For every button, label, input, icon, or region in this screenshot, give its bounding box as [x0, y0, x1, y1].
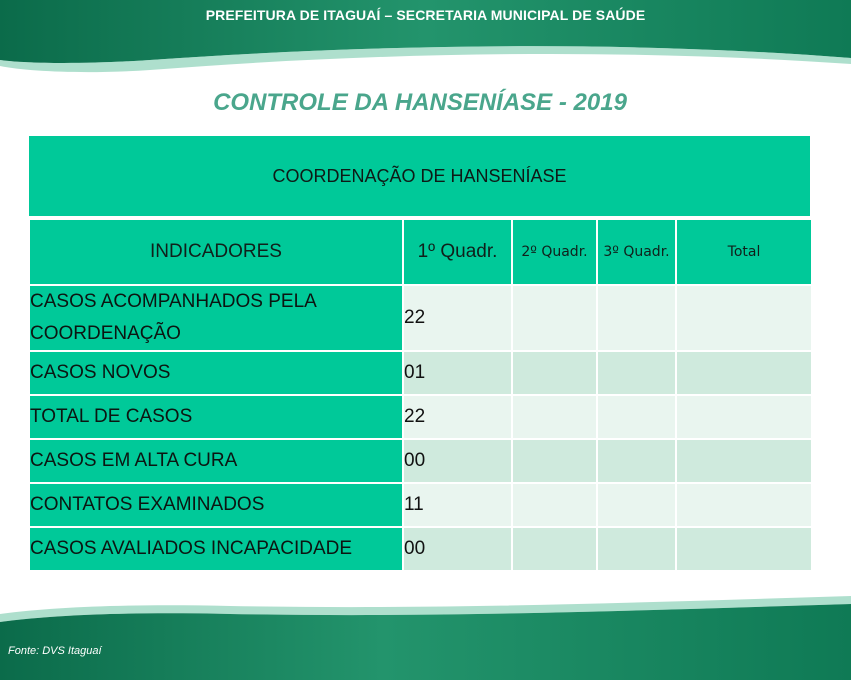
header-title: PREFEITURA DE ITAGUAÍ – SECRETARIA MUNIC…	[205, 7, 646, 23]
indicator-cell: CASOS EM ALTA CURA	[30, 440, 402, 482]
footer-band	[0, 596, 851, 680]
q2-value-cell	[513, 352, 596, 394]
q1-value-cell: 11	[404, 484, 511, 526]
column-header-indicators: INDICADORES	[30, 220, 402, 284]
q1-value-cell: 22	[404, 396, 511, 438]
q2-value-cell	[513, 440, 596, 482]
total-value-cell	[677, 396, 811, 438]
coordination-label: COORDENAÇÃO DE HANSENÍASE	[272, 165, 567, 186]
slide-title: CONTROLE DA HANSENÍASE - 2019	[213, 89, 627, 116]
q1-value-cell: 22	[404, 286, 511, 350]
q3-value-cell	[598, 396, 675, 438]
indicator-cell: CASOS NOVOS	[30, 352, 402, 394]
total-value-cell	[677, 440, 811, 482]
indicators-table: INDICADORES 1º Quadr. 2º Quadr. 3º Quadr…	[28, 218, 813, 572]
q3-value-cell	[598, 440, 675, 482]
indicator-cell: TOTAL DE CASOS	[30, 396, 402, 438]
column-header-q3: 3º Quadr.	[598, 220, 675, 284]
column-header-q1: 1º Quadr.	[404, 220, 511, 284]
q3-value-cell	[598, 528, 675, 570]
source-note: Fonte: DVS Itaguaí	[8, 645, 102, 657]
table-row: CASOS EM ALTA CURA 00	[30, 440, 811, 482]
indicator-cell: CASOS ACOMPANHADOS PELA COORDENAÇÃO	[30, 286, 402, 350]
q2-value-cell	[513, 528, 596, 570]
q3-value-cell	[598, 352, 675, 394]
total-value-cell	[677, 484, 811, 526]
q2-value-cell	[513, 286, 596, 350]
total-value-cell	[677, 528, 811, 570]
header-band	[0, 0, 851, 73]
total-value-cell	[677, 352, 811, 394]
indicator-cell: CONTATOS EXAMINADOS	[30, 484, 402, 526]
indicator-cell: CASOS AVALIADOS INCAPACIDADE	[30, 528, 402, 570]
table-row: TOTAL DE CASOS 22	[30, 396, 811, 438]
column-header-q2: 2º Quadr.	[513, 220, 596, 284]
column-header-total: Total	[677, 220, 811, 284]
q1-value-cell: 00	[404, 440, 511, 482]
q3-value-cell	[598, 286, 675, 350]
coordination-banner: COORDENAÇÃO DE HANSENÍASE	[29, 136, 810, 216]
table-row: CASOS NOVOS 01	[30, 352, 811, 394]
table-row: CASOS ACOMPANHADOS PELA COORDENAÇÃO 22	[30, 286, 811, 350]
table-row: CONTATOS EXAMINADOS 11	[30, 484, 811, 526]
q3-value-cell	[598, 484, 675, 526]
q1-value-cell: 00	[404, 528, 511, 570]
q2-value-cell	[513, 484, 596, 526]
total-value-cell	[677, 286, 811, 350]
table-header-row: INDICADORES 1º Quadr. 2º Quadr. 3º Quadr…	[30, 220, 811, 284]
table-row: CASOS AVALIADOS INCAPACIDADE 00	[30, 528, 811, 570]
q1-value-cell: 01	[404, 352, 511, 394]
q2-value-cell	[513, 396, 596, 438]
